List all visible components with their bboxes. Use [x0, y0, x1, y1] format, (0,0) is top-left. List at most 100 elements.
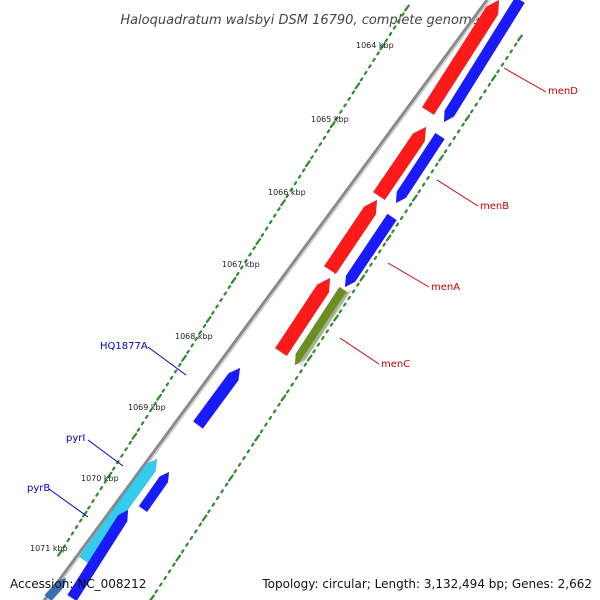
tick-mark-outer: [342, 302, 347, 307]
tick-mark-inner: [219, 297, 223, 303]
tick-mark-inner: [202, 323, 207, 328]
tick-mark-inner: [74, 524, 79, 530]
callout-line-menA: [387, 262, 430, 288]
tick-mark-inner: [322, 135, 327, 140]
tick-mark-inner: [156, 393, 163, 401]
tick-mark-inner: [289, 187, 294, 192]
tick-mark-outer: [303, 362, 308, 367]
tick-mark-outer: [404, 209, 408, 214]
cds-arrow-menD: [421, 0, 500, 116]
tick-mark-inner: [177, 362, 182, 367]
tick-mark-outer: [158, 582, 163, 587]
tick-mark-outer: [364, 269, 369, 274]
gene-label-menD: menD: [548, 86, 578, 97]
tick-mark-outer: [207, 509, 211, 514]
callout-line-pyrI: [87, 439, 124, 467]
tick-mark-inner: [111, 466, 116, 471]
tick-mark-inner: [384, 38, 389, 43]
tick-mark-outer: [299, 369, 303, 374]
cds-arrow-menD-rev: [443, 0, 526, 123]
tick-mark-inner: [329, 121, 336, 129]
tick-mark-inner: [95, 492, 99, 497]
kbp-label-1069: 1069 kbp: [128, 403, 166, 412]
tick-mark-outer: [224, 482, 229, 487]
tick-mark-inner: [277, 207, 281, 212]
tick-mark-outer: [325, 329, 330, 334]
tick-mark-inner: [131, 432, 138, 440]
tick-mark-outer: [443, 149, 448, 154]
tick-mark-inner: [223, 291, 228, 296]
tick-mark-inner: [239, 265, 244, 270]
kbp-label-1071: 1071 kbp: [30, 544, 68, 553]
tick-mark-inner: [401, 12, 405, 17]
cds-arrow-menB: [372, 126, 427, 201]
tick-mark-outer: [215, 495, 220, 501]
tick-mark-inner: [140, 421, 145, 426]
tick-mark-outer: [448, 142, 452, 147]
tick-mark-outer: [149, 594, 155, 600]
tick-mark-outer: [391, 229, 395, 234]
tick-mark-outer: [338, 309, 343, 314]
tick-mark-outer: [242, 455, 246, 461]
tick-mark-outer: [417, 189, 422, 194]
tick-mark-inner: [248, 252, 252, 257]
tick-mark-inner: [230, 276, 237, 285]
tick-mark-inner: [149, 408, 153, 413]
tick-mark-inner: [343, 103, 347, 108]
tick-mark-inner: [260, 233, 265, 238]
tick-mark-outer: [180, 549, 185, 554]
tick-mark-outer: [294, 375, 299, 381]
tick-mark-inner: [388, 31, 393, 37]
tick-mark-inner: [211, 310, 215, 316]
tick-mark-outer: [509, 49, 514, 54]
tick-mark-outer: [469, 109, 474, 114]
tick-mark-outer: [233, 469, 238, 474]
tick-mark-outer: [513, 42, 518, 47]
tick-mark-outer: [321, 335, 325, 341]
tick-mark-outer: [193, 529, 198, 534]
gene-label-menB: menB: [480, 201, 509, 212]
tick-mark-inner: [128, 440, 133, 445]
tick-mark-inner: [215, 304, 219, 309]
tick-mark-inner: [169, 375, 174, 380]
tick-mark-outer: [285, 389, 290, 394]
tick-mark-outer: [246, 449, 251, 454]
callout-line-menD: [503, 67, 547, 93]
tick-mark-outer: [359, 274, 366, 282]
kbp-ticks: [57, 4, 523, 600]
tick-mark-inner: [186, 349, 190, 354]
tick-mark-inner: [205, 315, 212, 323]
cds-arrow-pyrI-rev: [138, 471, 170, 513]
tick-mark-outer: [474, 102, 479, 107]
tick-mark-outer: [461, 122, 465, 127]
tick-mark-outer: [452, 135, 457, 141]
tick-mark-inner: [285, 194, 290, 199]
tick-mark-outer: [211, 502, 216, 507]
tick-mark-inner: [136, 427, 141, 432]
tick-mark-outer: [333, 314, 339, 322]
tick-mark-inner: [301, 168, 306, 173]
tick-mark-inner: [144, 414, 149, 419]
tick-mark-outer: [306, 354, 313, 362]
tick-mark-outer: [172, 562, 176, 567]
tick-mark-inner: [173, 369, 178, 374]
tick-mark-outer: [329, 322, 334, 327]
tick-mark-outer: [237, 462, 242, 467]
tick-mark-inner: [376, 51, 380, 56]
tick-mark-outer: [490, 74, 497, 82]
tick-mark-outer: [500, 62, 505, 67]
tick-mark-outer: [483, 89, 487, 94]
tick-mark-outer: [456, 129, 461, 134]
tick-mark-outer: [316, 342, 321, 347]
tick-mark-outer: [426, 175, 430, 181]
gene-label-HQ1877A: HQ1877A: [100, 341, 148, 352]
tick-mark-inner: [194, 336, 199, 341]
tick-mark-outer: [277, 402, 281, 407]
tick-mark-inner: [190, 343, 195, 348]
tick-mark-inner: [354, 82, 361, 90]
tick-mark-inner: [181, 354, 187, 362]
tick-mark-inner: [120, 453, 124, 458]
tick-mark-inner: [244, 258, 248, 264]
tick-mark-inner: [304, 160, 311, 168]
